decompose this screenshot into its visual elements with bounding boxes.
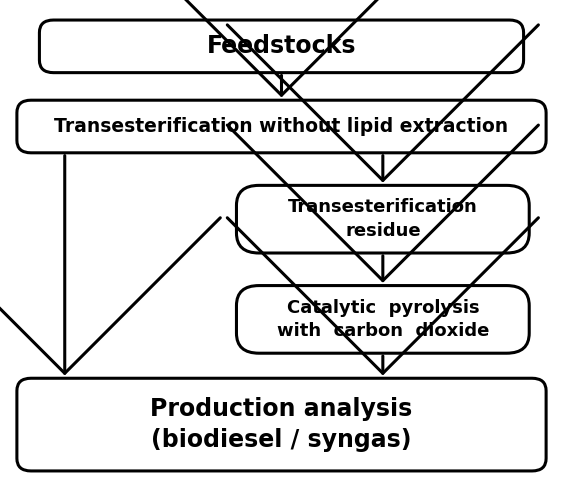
FancyBboxPatch shape bbox=[39, 20, 524, 73]
Text: Catalytic  pyrolysis
with  carbon  dioxide: Catalytic pyrolysis with carbon dioxide bbox=[276, 299, 489, 340]
FancyBboxPatch shape bbox=[236, 185, 529, 253]
Text: Feedstocks: Feedstocks bbox=[207, 35, 356, 58]
Text: Transesterification
residue: Transesterification residue bbox=[288, 198, 478, 240]
FancyBboxPatch shape bbox=[236, 286, 529, 353]
Text: Transesterification without lipid extraction: Transesterification without lipid extrac… bbox=[55, 117, 508, 136]
FancyBboxPatch shape bbox=[17, 100, 546, 153]
Text: Production analysis
(biodiesel / syngas): Production analysis (biodiesel / syngas) bbox=[150, 397, 413, 452]
FancyBboxPatch shape bbox=[17, 378, 546, 471]
